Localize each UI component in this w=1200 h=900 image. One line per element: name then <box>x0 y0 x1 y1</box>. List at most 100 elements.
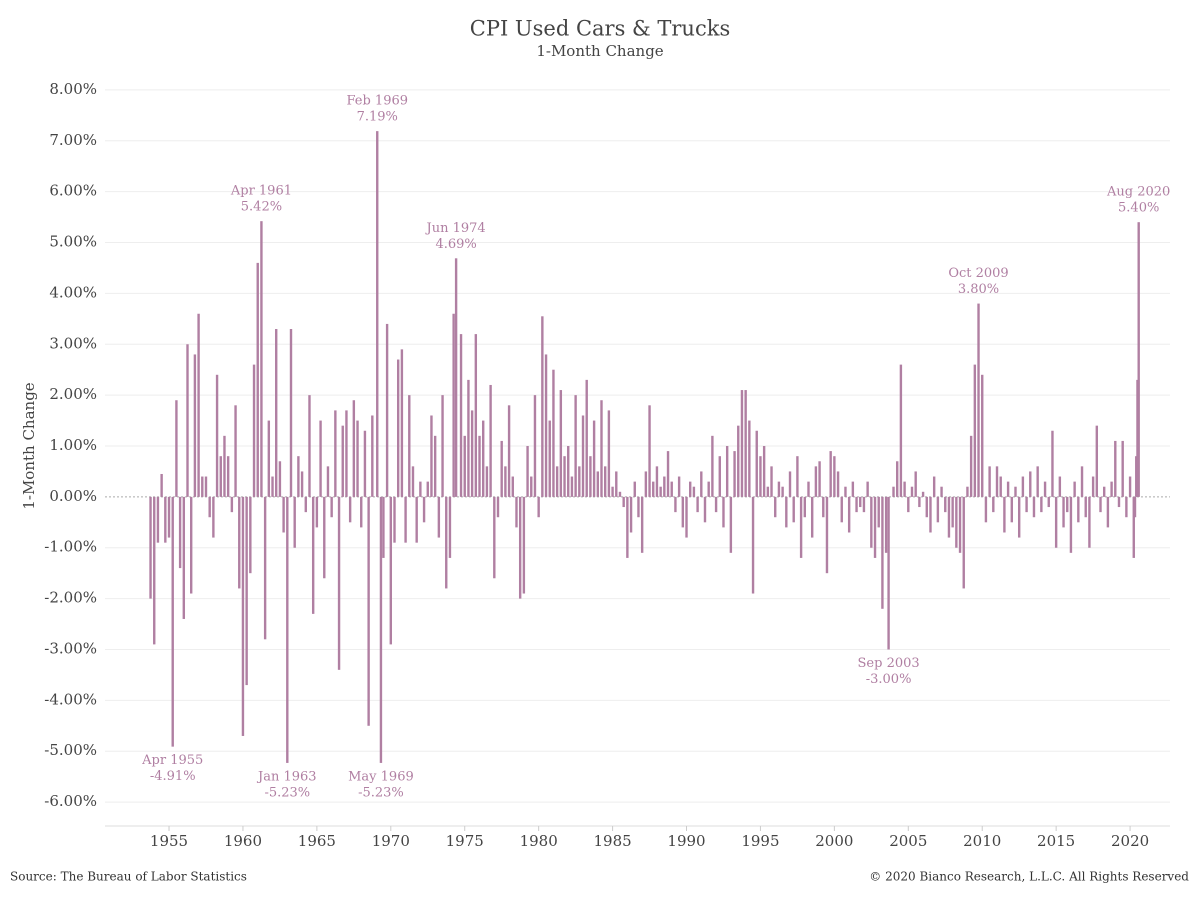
bar <box>1136 379 1139 497</box>
bar <box>670 481 673 497</box>
bar <box>504 466 507 497</box>
bar <box>363 430 367 497</box>
bar <box>249 496 252 574</box>
x-tick-label: 1970 <box>372 832 410 850</box>
bar <box>766 486 770 497</box>
bar <box>751 496 755 594</box>
bar <box>337 496 341 670</box>
bar <box>866 481 869 497</box>
bar <box>1110 481 1113 497</box>
bar <box>282 496 285 533</box>
bar <box>725 446 729 497</box>
bar <box>774 496 777 518</box>
bar <box>899 364 903 497</box>
bar <box>323 496 326 579</box>
annotation: -4.91% <box>150 769 196 784</box>
bar <box>714 496 718 513</box>
bar <box>936 496 940 523</box>
bar <box>311 496 315 614</box>
bar <box>762 446 766 497</box>
x-tick-label: 2000 <box>815 832 853 850</box>
bar <box>1133 496 1137 518</box>
bar <box>1103 486 1106 497</box>
bar <box>1069 496 1073 553</box>
bar <box>737 425 740 497</box>
bar <box>293 496 296 548</box>
bar <box>286 496 289 763</box>
chart-title: CPI Used Cars & Trucks <box>470 17 730 41</box>
bar <box>1066 496 1069 513</box>
bar <box>618 491 622 497</box>
y-tick-label: 4.00% <box>49 283 97 301</box>
bar <box>297 456 300 497</box>
bar <box>1014 486 1017 497</box>
bar <box>733 451 736 497</box>
bar <box>722 496 725 528</box>
annotation: May 1969 <box>348 769 414 784</box>
x-tick-label: 1955 <box>150 832 188 850</box>
bar <box>345 410 348 497</box>
bar <box>910 486 914 497</box>
x-tick-label: 1985 <box>593 832 631 850</box>
bar <box>153 496 156 645</box>
bar <box>241 496 245 736</box>
bar <box>278 461 282 497</box>
bar <box>411 466 415 497</box>
bar <box>507 405 511 497</box>
bar <box>759 456 762 497</box>
bar <box>969 435 973 497</box>
bar <box>847 496 851 533</box>
x-tick-label: 1990 <box>667 832 705 850</box>
bar <box>149 496 152 599</box>
y-tick-label: 1.00% <box>49 436 97 454</box>
bar <box>807 481 810 497</box>
bar <box>600 400 603 497</box>
bar <box>219 456 222 497</box>
bar <box>818 461 821 497</box>
bar <box>825 496 829 574</box>
bar <box>626 496 629 558</box>
bar <box>341 425 344 497</box>
bar <box>260 221 263 497</box>
annotation: -5.23% <box>358 785 404 800</box>
bar <box>215 374 219 497</box>
y-tick-label: -4.00% <box>44 690 97 708</box>
bar <box>533 395 537 497</box>
bar <box>389 496 393 645</box>
bar <box>740 390 744 497</box>
source: Source: The Bureau of Labor Statistics <box>10 870 247 884</box>
bar <box>193 354 197 497</box>
bar <box>951 496 954 528</box>
annotation: Sep 2003 <box>858 656 920 671</box>
bar <box>522 496 526 594</box>
bar <box>1058 476 1062 497</box>
annotation: Aug 2020 <box>1106 185 1170 200</box>
bar <box>267 420 271 497</box>
bar <box>1135 456 1138 497</box>
annotation: 4.69% <box>435 237 476 252</box>
bar <box>796 456 799 497</box>
bar <box>792 496 795 523</box>
bar <box>459 334 463 497</box>
bar <box>348 496 352 523</box>
bar <box>541 316 544 497</box>
bar <box>611 486 614 497</box>
bar <box>493 496 496 579</box>
x-tick-label: 1980 <box>520 832 558 850</box>
bar <box>518 496 522 599</box>
bar <box>385 323 389 497</box>
y-axis-label: 1-Month Change <box>20 382 38 509</box>
annotation: 5.42% <box>241 200 282 215</box>
bar <box>596 471 600 497</box>
bar <box>400 349 404 497</box>
bar <box>454 258 458 497</box>
bar <box>330 496 333 518</box>
bar <box>703 496 707 523</box>
bar <box>567 446 570 497</box>
bar <box>984 496 988 523</box>
bar <box>1099 496 1102 513</box>
bar <box>840 496 843 523</box>
bar <box>755 430 758 497</box>
y-tick-label: 0.00% <box>49 487 97 505</box>
bar <box>393 496 396 543</box>
